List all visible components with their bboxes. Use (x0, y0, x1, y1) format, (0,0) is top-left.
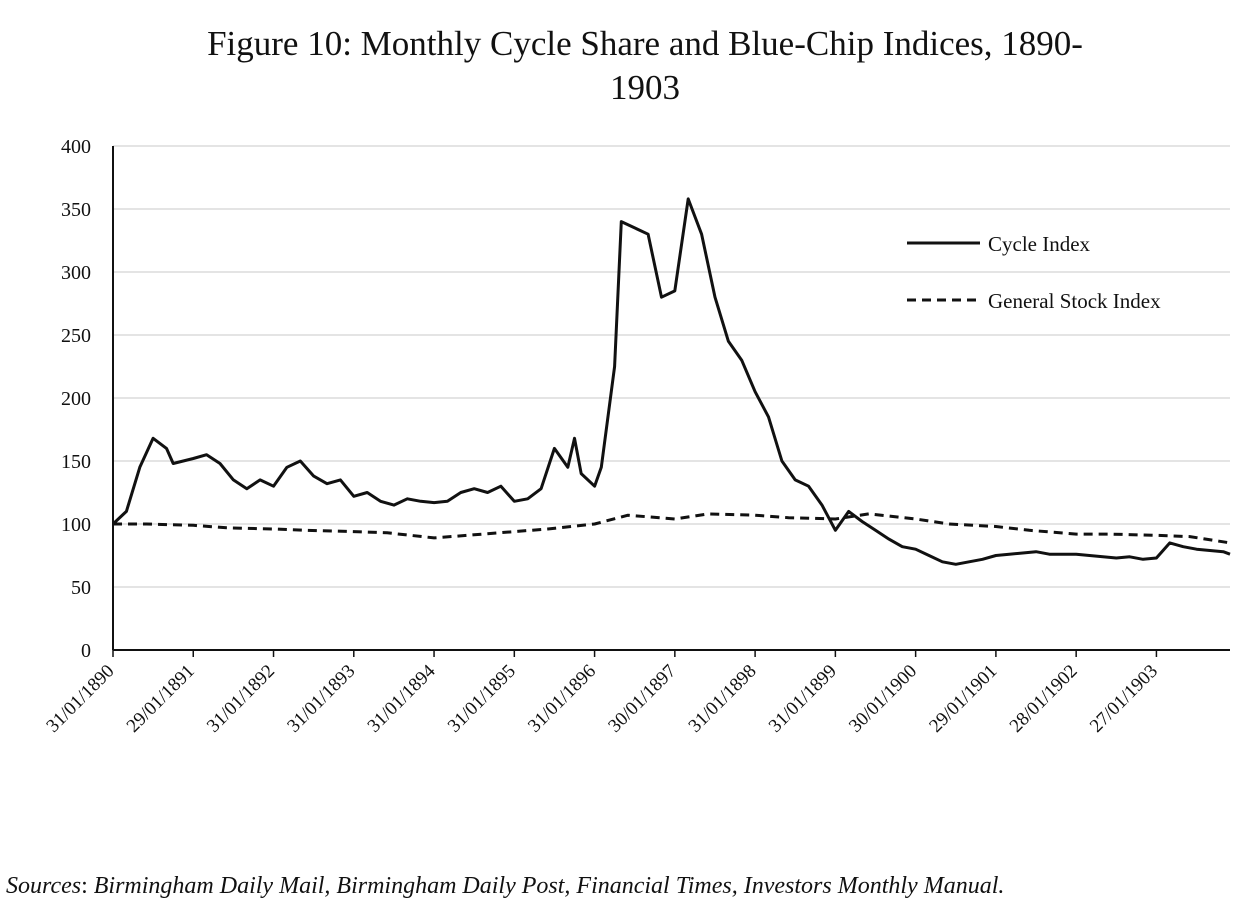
y-tick-label: 150 (61, 451, 91, 473)
y-tick-label: 0 (81, 640, 91, 662)
y-tick-label: 50 (71, 577, 91, 599)
x-tick-label: 31/01/1890 (42, 661, 118, 737)
series-line-cycle-index (111, 197, 1231, 566)
x-tick-label: 31/01/1894 (364, 660, 440, 736)
y-tick-label: 200 (61, 388, 91, 410)
x-tick-label: 31/01/1898 (685, 661, 761, 737)
x-tick-label: 31/01/1893 (283, 661, 359, 737)
legend: Cycle Index General Stock Index (907, 232, 1161, 313)
sources-lead: Sources (6, 873, 82, 899)
chart-title: Figure 10: Monthly Cycle Share and Blue-… (0, 22, 1243, 110)
series-line-general-stock-index (113, 512, 1231, 545)
x-tick-label: 31/01/1896 (524, 661, 600, 737)
y-axis-ticks: 0 50 100 150 200 250 300 350 400 (61, 136, 91, 662)
gridlines (113, 145, 1230, 588)
axes (112, 146, 1230, 651)
x-tick-label: 29/01/1891 (123, 661, 199, 737)
x-tick-label: 31/01/1895 (444, 661, 520, 737)
sources-list: Birmingham Daily Mail, Birmingham Daily … (87, 873, 1005, 899)
sources-note: Sources: Birmingham Daily Mail, Birmingh… (6, 873, 1004, 900)
x-tick-label: 30/01/1900 (845, 661, 921, 737)
sources-colon: : (81, 873, 88, 899)
x-axis-ticks: 31/01/1890 29/01/1891 31/01/1892 31/01/1893… (42, 650, 1162, 737)
chart-title-line1: Figure 10: Monthly Cycle Share and Blue-… (207, 24, 1083, 63)
x-tick-label: 30/01/1897 (604, 661, 680, 737)
chart-title-line2: 1903 (610, 68, 680, 107)
y-tick-label: 350 (61, 199, 91, 221)
x-tick-label: 31/01/1899 (765, 661, 841, 737)
x-tick-label: 29/01/1901 (925, 661, 1001, 737)
y-tick-label: 100 (61, 514, 91, 536)
y-tick-label: 250 (61, 325, 91, 347)
x-tick-label: 28/01/1902 (1006, 661, 1082, 737)
y-tick-label: 300 (61, 262, 91, 284)
x-tick-label: 31/01/1892 (203, 661, 279, 737)
series-lines (111, 197, 1231, 566)
legend-label-general-stock-index: General Stock Index (988, 289, 1161, 313)
legend-label-cycle-index: Cycle Index (988, 232, 1091, 256)
x-tick-label: 27/01/1903 (1086, 661, 1162, 737)
y-tick-label: 400 (61, 136, 91, 158)
